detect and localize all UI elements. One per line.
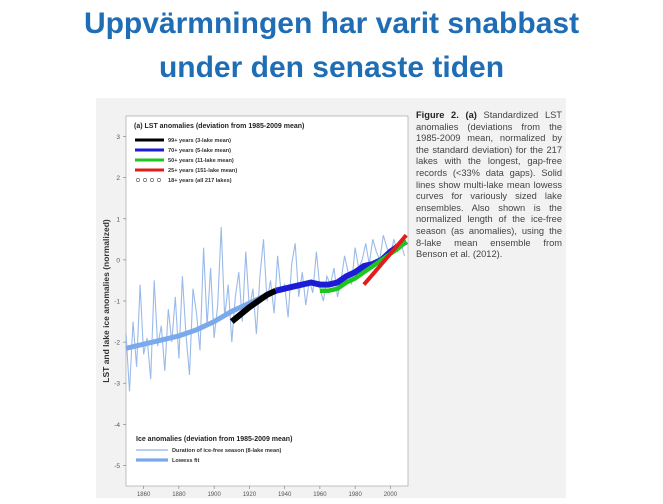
ice-free-season-line <box>125 226 406 392</box>
legend-label: 25+ years (151-lake mean) <box>168 168 237 174</box>
x-tick-label: 1920 <box>243 492 257 498</box>
figure-panel: 3 2 1 0 -1 -2 -3 -4 -5 1860 1880 1900 1920 1940 1960 19… <box>96 98 566 498</box>
legend-marker <box>157 178 161 182</box>
caption-label: Figure 2. (a) <box>416 110 477 120</box>
slide-title-line-2: under den senaste tiden <box>158 51 505 84</box>
x-tick-label: 1960 <box>313 492 327 498</box>
series-line <box>362 233 408 286</box>
legend-label: 99+ years (3-lake mean) <box>168 138 231 144</box>
caption-text: Standardized LST anomalies (deviations f… <box>416 110 562 260</box>
x-tick-label: 1880 <box>172 492 186 498</box>
legend-top-box <box>130 118 270 188</box>
x-tick-label: 1900 <box>207 492 221 498</box>
y-axis-label: LST and lake ice anomalies (normalized) <box>101 219 111 383</box>
x-tick-label: 1860 <box>137 492 151 498</box>
legend-marker <box>143 178 147 182</box>
legend-label: Lowess fit <box>172 458 199 464</box>
x-tick-label: 2000 <box>384 492 398 498</box>
legend-label: 50+ years (11-lake mean) <box>168 158 234 164</box>
y-tick-label: 2 <box>116 175 120 182</box>
series-line <box>229 287 278 324</box>
lst-anomaly-chart: 3 2 1 0 -1 -2 -3 -4 -5 1860 1880 1900 1920 1940 1960 19… <box>101 115 409 498</box>
y-tick-label: 0 <box>116 257 120 264</box>
legend-bottom-title: Ice anomalies (deviation from 1985-2009 … <box>136 436 292 443</box>
legend-marker <box>150 178 154 182</box>
x-tick-label: 1980 <box>348 492 362 498</box>
panel-title: (a) LST anomalies (deviation from 1985-2… <box>134 123 304 130</box>
legend-label: 70+ years (5-lake mean) <box>168 148 231 154</box>
y-tick-label: -2 <box>114 340 120 347</box>
y-tick-label: -5 <box>114 463 120 470</box>
figure-caption: Figure 2. (a) Standardized LST anomalies… <box>416 110 562 261</box>
y-tick-label: -3 <box>114 381 120 388</box>
legend-marker <box>136 178 140 182</box>
slide-title: Uppvärmningen har varit snabbast under d… <box>0 2 663 90</box>
x-tick-label: 1940 <box>278 492 292 498</box>
slide-title-line-1: Uppvärmningen har varit snabbast <box>83 7 580 40</box>
y-tick-label: -1 <box>114 299 120 306</box>
y-tick-label: 1 <box>116 216 120 223</box>
legend-label: Duration of ice-free season (8-lake mean… <box>172 448 282 454</box>
y-tick-label: -4 <box>114 422 120 429</box>
legend-label: 18+ years (all 217 lakes) <box>168 178 232 184</box>
y-tick-label: 3 <box>116 134 120 141</box>
